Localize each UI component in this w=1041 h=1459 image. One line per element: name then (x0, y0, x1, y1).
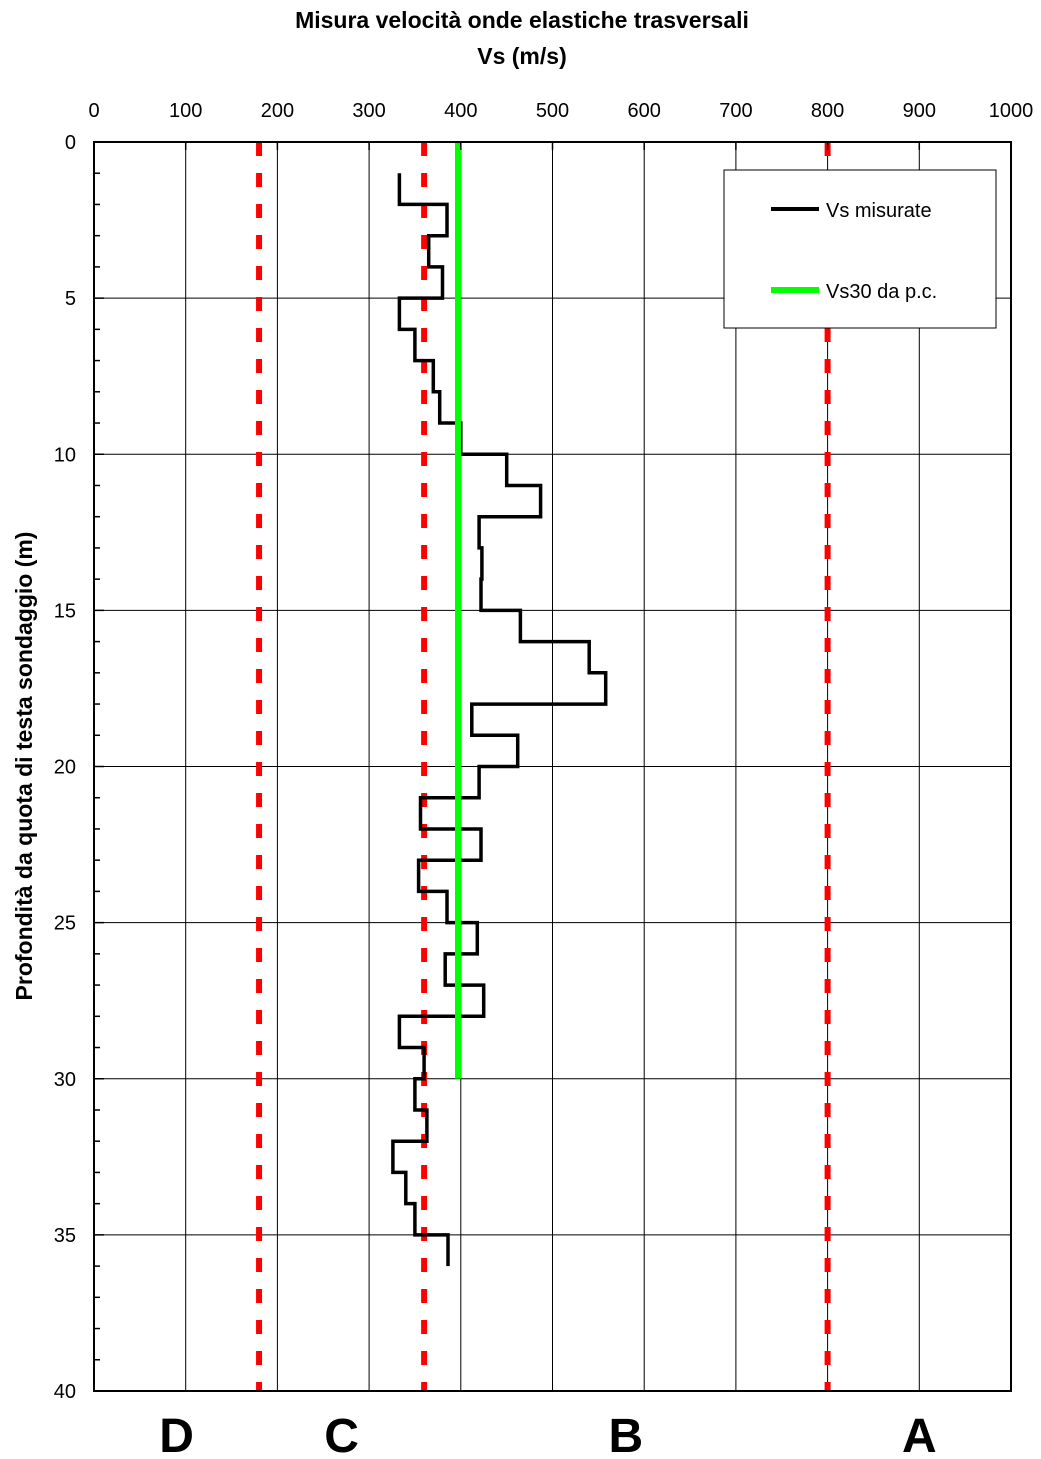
x-tick-label: 500 (536, 100, 569, 122)
x-tick-label: 300 (352, 100, 385, 122)
legend-box (723, 169, 997, 329)
soil-class-label-A: A (902, 1410, 937, 1459)
y-tick-label: 5 (65, 288, 76, 310)
x-tick-label: 400 (444, 100, 477, 122)
y-tick-labels: 0 5 10 15 20 25 30 35 40 (54, 132, 76, 1403)
soil-class-label-B: B (609, 1410, 644, 1459)
y-tick-label: 30 (54, 1069, 76, 1091)
y-tick-label: 25 (54, 913, 76, 935)
legend: Vs misurate Vs30 da p.c. (723, 169, 997, 329)
series-group (391, 142, 608, 1267)
legend-label-vs-misurate: Vs misurate (826, 200, 932, 222)
soil-class-label-C: C (324, 1410, 359, 1459)
x-tick-label: 0 (88, 100, 99, 122)
class-boundaries (256, 142, 831, 1391)
x-tick-labels: 0 100 200 300 400 500 600 700 800 900 1000 (88, 100, 1033, 122)
y-tick-label: 20 (54, 757, 76, 779)
x-tick-label: 1000 (989, 100, 1034, 122)
grid (93, 141, 1012, 1392)
y-tick-label: 35 (54, 1225, 76, 1247)
x-tick-label: 700 (719, 100, 752, 122)
x-tick-label: 200 (261, 100, 294, 122)
series-vs-misurate (391, 173, 608, 1267)
x-tick-label: 600 (628, 100, 661, 122)
chart-title: Misura velocità onde elastiche trasversa… (295, 7, 749, 33)
soil-class-label-D: D (159, 1410, 194, 1459)
y-tick-label: 0 (65, 132, 76, 154)
axis-ticks (93, 141, 1012, 1392)
x-tick-label: 800 (811, 100, 844, 122)
legend-label-vs30: Vs30 da p.c. (826, 281, 937, 303)
y-tick-label: 10 (54, 444, 76, 466)
chart-subtitle: Vs (m/s) (477, 43, 566, 69)
x-tick-label: 100 (169, 100, 202, 122)
y-tick-label: 15 (54, 600, 76, 622)
y-tick-label: 40 (54, 1381, 76, 1403)
y-axis-title: Profondità da quota di testa sondaggio (… (11, 532, 37, 1001)
x-tick-label: 900 (903, 100, 936, 122)
